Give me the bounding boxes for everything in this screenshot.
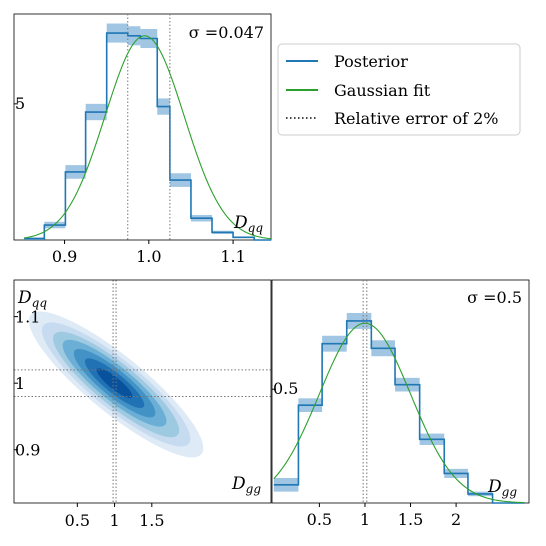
panel-joint-contour: Dqq Dgg 0.5 1 1.50.911.1	[13, 279, 272, 530]
legend: Posterior Gaussian fit Relative error of…	[277, 43, 521, 136]
dqq-hist-xtick-label-1: 1.0	[136, 247, 161, 266]
joint-xtick-label-0: 0.5	[65, 511, 90, 530]
dqq-hist-xtick-label-2: 1.1	[220, 247, 245, 266]
legend-label-relative-error: Relative error of 2%	[334, 109, 498, 128]
dgg-hist-ytick-label-0: 0.5	[273, 379, 298, 398]
dgg-hist-posterior-step	[273, 320, 525, 504]
joint-xtick-label-1: 1	[109, 511, 119, 530]
legend-frame	[277, 43, 521, 136]
panel-dgg-histogram: σ =0.5 Dgg 0.5 1 1.5 2 0.5	[271, 279, 530, 529]
joint-xtick-label-2: 1.5	[139, 511, 164, 530]
legend-label-posterior: Posterior	[334, 52, 408, 71]
sigma-annotation-dqq: σ =0.047	[189, 23, 264, 42]
dgg-hist-xtick-label-0: 0.5	[307, 510, 332, 529]
dqq-hist-xtick-label-0: 0.9	[52, 247, 77, 266]
panel-dgg-frame	[271, 279, 530, 504]
axis-label-dgg-bottom: Dgg	[231, 474, 261, 496]
dgg-hist-xtick-label-1: 1	[360, 510, 370, 529]
axis-label-dqq-top: Dqq	[233, 213, 263, 235]
panel-joint-frame	[13, 279, 272, 504]
panel-dqq-histogram: σ =0.047 Dqq 0.9 1.0 1.1 5	[13, 13, 272, 266]
sigma-annotation-dgg: σ =0.5	[467, 288, 522, 307]
joint-ytick-label-2: 1.1	[15, 308, 40, 327]
legend-label-gaussian-fit: Gaussian fit	[334, 81, 431, 100]
dqq-hist-ytick-label-0: 5	[15, 94, 25, 113]
dgg-hist-gaussian-fit	[273, 322, 525, 504]
contour-level-6	[96, 368, 133, 399]
joint-ytick-label-1: 1	[15, 374, 25, 393]
dqq-hist-gaussian-fit	[24, 35, 272, 240]
dgg-hist-xtick-label-2: 1.5	[398, 510, 423, 529]
dqq-hist-posterior-step	[24, 32, 271, 241]
joint-ytick-label-0: 0.9	[15, 441, 40, 460]
dgg-hist-xtick-label-3: 2	[451, 510, 461, 529]
axis-label-dgg-right: Dgg	[487, 477, 517, 499]
panel-dqq-frame	[13, 13, 272, 241]
